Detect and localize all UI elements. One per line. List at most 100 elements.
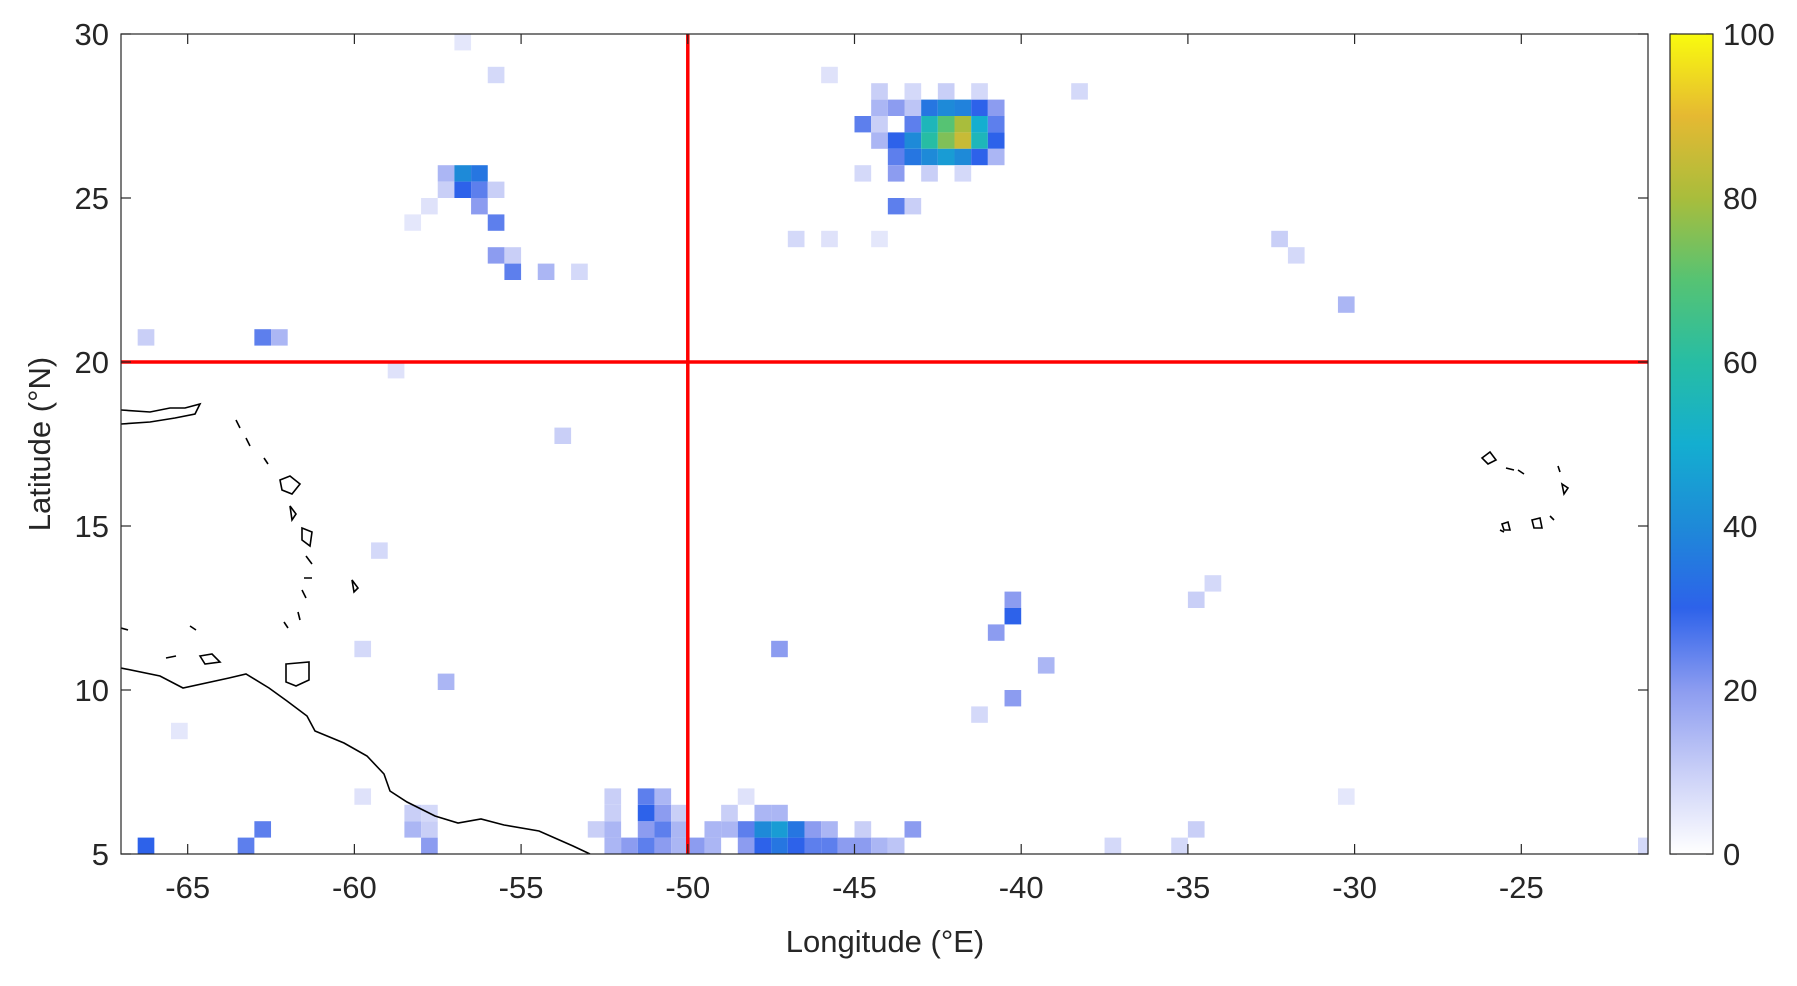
heat-cell [637, 837, 655, 854]
colorbar [1669, 33, 1714, 855]
heat-cell [137, 329, 155, 346]
heat-cell [937, 116, 955, 133]
colorbar-tick-label: 100 [1723, 17, 1775, 52]
heat-cell [954, 165, 972, 182]
heat-cell [904, 83, 922, 100]
heat-cell [454, 181, 472, 198]
heat-cell [821, 230, 838, 248]
heat-cell [1204, 575, 1222, 592]
heat-cell [987, 99, 1005, 116]
heat-cell [637, 788, 655, 805]
heat-cell [654, 837, 672, 854]
coastline [121, 627, 129, 631]
heat-cell [787, 837, 805, 854]
heat-cell [871, 230, 888, 248]
heatmap [137, 34, 1648, 854]
heat-cell [704, 837, 722, 854]
heat-cell [854, 116, 872, 133]
x-tick-label: -35 [1165, 870, 1210, 905]
heat-cell [904, 148, 922, 166]
heat-cell [671, 837, 688, 854]
heat-cell [904, 116, 922, 133]
plot-area [121, 34, 1648, 854]
heat-cell [654, 804, 672, 822]
heat-cell [771, 821, 788, 838]
heat-cell [737, 821, 755, 838]
heat-cell [787, 230, 805, 248]
heat-cell [604, 821, 622, 838]
y-tick-label: 15 [75, 509, 109, 544]
heat-cell [971, 99, 988, 116]
coastline [235, 419, 360, 629]
y-tick-label: 5 [92, 837, 109, 872]
heat-cell [1071, 83, 1088, 100]
heat-cell [904, 132, 922, 149]
heat-cell [854, 837, 872, 854]
heat-cell [671, 804, 688, 822]
heat-cell [937, 148, 955, 166]
y-tick-label: 20 [75, 345, 109, 380]
heat-cell [871, 99, 888, 116]
colorbar-tick-label: 60 [1723, 345, 1757, 380]
coastlines [121, 402, 1570, 854]
heat-cell [604, 804, 622, 822]
heat-cell [804, 821, 822, 838]
heat-cell [971, 706, 988, 723]
heat-cell [687, 837, 705, 854]
heat-cell [354, 788, 372, 805]
heat-cell [471, 198, 488, 215]
heat-cell [1004, 591, 1022, 608]
heat-cell [637, 804, 655, 822]
heat-cell [354, 640, 372, 658]
heat-cell [854, 165, 872, 182]
heat-cell [604, 837, 622, 854]
heat-cell [171, 722, 188, 740]
heat-cell [937, 132, 955, 149]
heat-cell [987, 132, 1005, 149]
heat-cell [837, 837, 855, 854]
coastline [285, 661, 310, 687]
heat-cell [621, 837, 638, 854]
heat-cell [1037, 657, 1055, 674]
heat-cell [954, 116, 972, 133]
x-tick-label: -30 [1332, 870, 1377, 905]
heat-cell [587, 821, 605, 838]
axes: -65 -60 -55 -50 -45 -40 -35 -30 -25 5 10 15 20 25 30 0 2… [75, 17, 1775, 905]
heat-cell [887, 165, 905, 182]
heat-cell [421, 837, 438, 854]
heat-cell [737, 788, 755, 805]
heat-cell [771, 804, 788, 822]
heat-cell [921, 132, 938, 149]
heat-cell [487, 66, 505, 84]
heat-cell [921, 148, 938, 166]
coastline [1480, 450, 1570, 533]
colorbar-tick-label: 40 [1723, 509, 1757, 544]
heat-cell [1637, 837, 1648, 854]
heat-cell [604, 788, 622, 805]
heat-cell [404, 804, 422, 822]
heat-cell [937, 83, 955, 100]
x-tick-label: -40 [999, 870, 1044, 905]
heat-cell [1337, 296, 1355, 313]
heat-cell [971, 116, 988, 133]
heat-cell [854, 821, 872, 838]
colorbar-tick-label: 80 [1723, 181, 1757, 216]
heat-cell [1287, 247, 1305, 264]
heat-cell [904, 198, 922, 215]
heat-cell [871, 83, 888, 100]
colorbar-tick-label: 0 [1723, 837, 1740, 872]
heat-cell [737, 837, 755, 854]
heat-cell [454, 34, 472, 51]
heat-cell [971, 83, 988, 100]
heat-cell [671, 821, 688, 838]
heat-cell [954, 132, 972, 149]
heat-cell [904, 821, 922, 838]
heat-cell [804, 837, 822, 854]
heat-cell [404, 214, 422, 231]
heat-cell [471, 181, 488, 198]
coastline [121, 402, 202, 425]
reference-lines [121, 34, 1648, 854]
coastline [121, 667, 591, 854]
x-tick-label: -55 [499, 870, 544, 905]
